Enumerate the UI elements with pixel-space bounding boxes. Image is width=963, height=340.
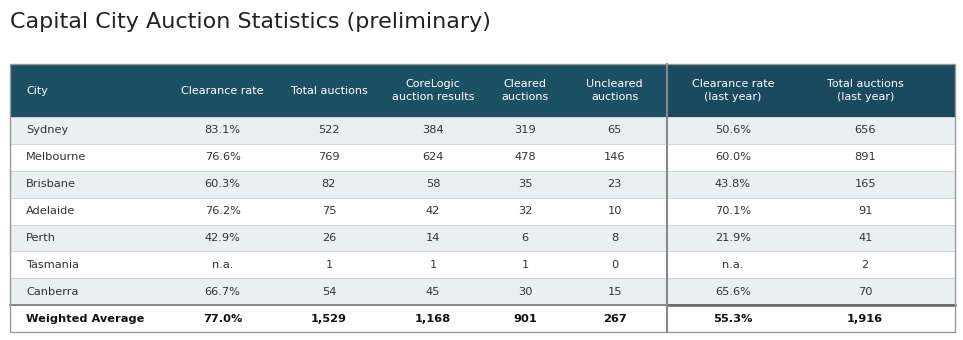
Text: Uncleared
auctions: Uncleared auctions: [586, 79, 643, 102]
Bar: [10, 117, 955, 144]
Text: 32: 32: [518, 206, 533, 216]
Text: 2: 2: [862, 260, 869, 270]
Text: 478: 478: [514, 152, 535, 162]
Bar: [10, 64, 955, 332]
Text: Perth: Perth: [26, 233, 57, 243]
Text: 70: 70: [858, 287, 872, 297]
Text: 10: 10: [608, 206, 622, 216]
Text: 0: 0: [612, 260, 618, 270]
Bar: [10, 198, 955, 224]
Text: 1,916: 1,916: [847, 313, 883, 324]
Text: n.a.: n.a.: [212, 260, 233, 270]
Text: 41: 41: [858, 233, 872, 243]
Text: Cleared
auctions: Cleared auctions: [502, 79, 549, 102]
Text: 55.3%: 55.3%: [714, 313, 753, 324]
Bar: [666, 64, 955, 117]
Text: 65: 65: [608, 125, 622, 135]
Text: 66.7%: 66.7%: [205, 287, 241, 297]
Text: 42.9%: 42.9%: [205, 233, 241, 243]
Text: 1: 1: [325, 260, 332, 270]
Text: 1,168: 1,168: [415, 313, 451, 324]
Text: Total auctions: Total auctions: [291, 85, 367, 96]
Text: Capital City Auction Statistics (preliminary): Capital City Auction Statistics (prelimi…: [10, 12, 491, 32]
Text: CoreLogic
auction results: CoreLogic auction results: [392, 79, 474, 102]
Text: 14: 14: [426, 233, 440, 243]
Text: 15: 15: [608, 287, 622, 297]
Text: Adelaide: Adelaide: [26, 206, 76, 216]
Text: 1: 1: [521, 260, 529, 270]
Bar: [10, 305, 955, 332]
Text: 83.1%: 83.1%: [204, 125, 241, 135]
Text: 75: 75: [322, 206, 336, 216]
Text: 6: 6: [521, 233, 529, 243]
Bar: [10, 278, 955, 305]
Text: Melbourne: Melbourne: [26, 152, 87, 162]
Text: 30: 30: [518, 287, 533, 297]
Text: 522: 522: [318, 125, 340, 135]
Text: 267: 267: [603, 313, 627, 324]
Text: 54: 54: [322, 287, 336, 297]
Text: 146: 146: [604, 152, 626, 162]
Text: 65.6%: 65.6%: [715, 287, 751, 297]
Text: 384: 384: [422, 125, 444, 135]
Bar: [10, 64, 955, 117]
Text: 58: 58: [426, 179, 440, 189]
Text: Brisbane: Brisbane: [26, 179, 76, 189]
Text: 26: 26: [322, 233, 336, 243]
Text: 70.1%: 70.1%: [715, 206, 751, 216]
Text: City: City: [26, 85, 48, 96]
Bar: [10, 251, 955, 278]
Text: 82: 82: [322, 179, 336, 189]
Text: 76.6%: 76.6%: [205, 152, 241, 162]
Text: 165: 165: [854, 179, 876, 189]
Text: 1,529: 1,529: [311, 313, 347, 324]
Text: 50.6%: 50.6%: [715, 125, 751, 135]
Text: Sydney: Sydney: [26, 125, 68, 135]
Text: 1: 1: [429, 260, 436, 270]
Text: 43.8%: 43.8%: [715, 179, 751, 189]
Text: 45: 45: [426, 287, 440, 297]
Text: 91: 91: [858, 206, 872, 216]
Text: 8: 8: [612, 233, 618, 243]
Text: Tasmania: Tasmania: [26, 260, 79, 270]
Text: 42: 42: [426, 206, 440, 216]
Text: 21.9%: 21.9%: [715, 233, 751, 243]
Text: Canberra: Canberra: [26, 287, 79, 297]
Text: Clearance rate: Clearance rate: [181, 85, 264, 96]
Text: 769: 769: [318, 152, 340, 162]
Text: Weighted Average: Weighted Average: [26, 313, 144, 324]
Text: 891: 891: [854, 152, 876, 162]
Text: 23: 23: [608, 179, 622, 189]
Text: 35: 35: [518, 179, 533, 189]
Text: 624: 624: [422, 152, 444, 162]
Text: n.a.: n.a.: [722, 260, 743, 270]
Text: 60.0%: 60.0%: [715, 152, 751, 162]
Bar: [10, 171, 955, 198]
Text: 656: 656: [854, 125, 876, 135]
Text: 60.3%: 60.3%: [204, 179, 241, 189]
Bar: [10, 224, 955, 251]
Text: 76.2%: 76.2%: [205, 206, 241, 216]
Text: 901: 901: [513, 313, 537, 324]
Text: Clearance rate
(last year): Clearance rate (last year): [691, 79, 774, 102]
Text: 77.0%: 77.0%: [203, 313, 243, 324]
Text: Total auctions
(last year): Total auctions (last year): [827, 79, 903, 102]
Bar: [10, 144, 955, 171]
Text: 319: 319: [514, 125, 535, 135]
